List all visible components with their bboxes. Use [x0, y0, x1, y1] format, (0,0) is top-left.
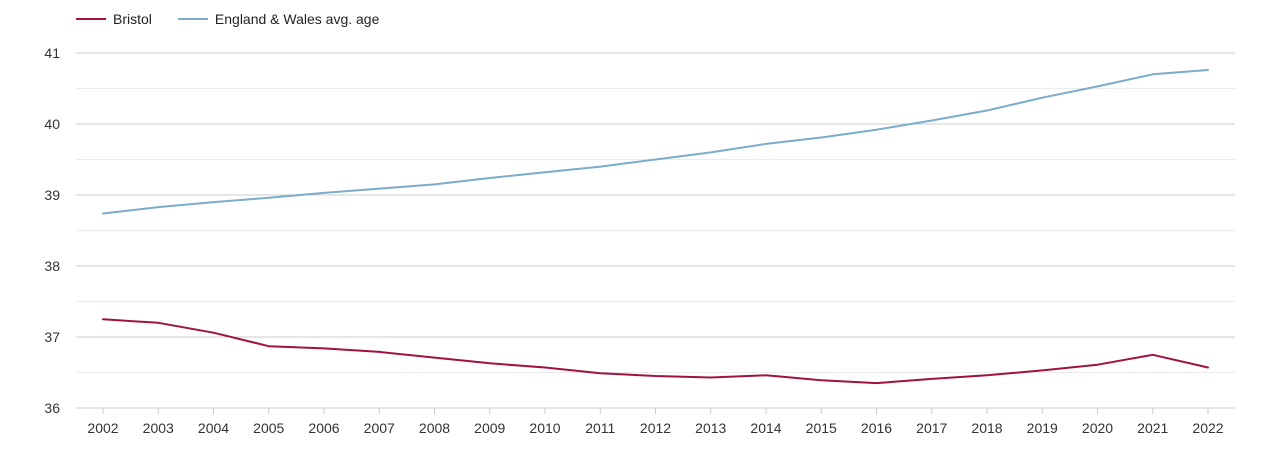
y-tick-label: 38 [44, 258, 60, 274]
x-tick-label: 2018 [971, 420, 1002, 436]
x-tick-label: 2022 [1192, 420, 1223, 436]
x-tick-label: 2008 [419, 420, 450, 436]
legend-swatch-bristol [76, 18, 106, 20]
x-tick-label: 2017 [916, 420, 947, 436]
legend-item-england-wales[interactable]: England & Wales avg. age [177, 11, 380, 27]
legend-swatch-england-wales [177, 18, 208, 20]
x-tick-label: 2007 [364, 420, 395, 436]
y-tick-label: 41 [44, 45, 60, 61]
legend-item-bristol[interactable]: Bristol [76, 11, 152, 27]
axes: 36 37 38 39 40 41 2002 2003 2004 2005 2006 2007 2008… [44, 45, 1223, 436]
series-lines [102, 69, 1209, 385]
legend-label-england-wales: England & Wales avg. age [214, 11, 380, 27]
x-tick-label: 2020 [1082, 420, 1113, 436]
x-tick-label: 2016 [861, 420, 892, 436]
chart-legend: Bristol England & Wales avg. age [76, 8, 405, 30]
x-tick-label: 2006 [308, 420, 339, 436]
x-tick-label: 2002 [87, 420, 118, 436]
series-line-bristol [102, 318, 1209, 385]
grid-lines [76, 52, 1235, 409]
y-tick-label: 39 [44, 187, 60, 203]
x-tick-label: 2010 [529, 420, 560, 436]
x-tick-label: 2015 [806, 420, 837, 436]
x-tick-label: 2011 [585, 420, 615, 436]
x-tick-label: 2012 [640, 420, 671, 436]
x-tick-label: 2003 [143, 420, 174, 436]
x-tick-label: 2004 [198, 420, 229, 436]
x-tick-label: 2009 [474, 420, 505, 436]
x-tick-label: 2014 [750, 420, 781, 436]
x-tick-label: 2005 [253, 420, 284, 436]
x-tick-label: 2013 [695, 420, 726, 436]
y-tick-label: 36 [44, 400, 60, 416]
y-tick-label: 40 [44, 116, 60, 132]
y-tick-label: 37 [44, 329, 60, 345]
x-tick-label: 2019 [1027, 420, 1058, 436]
x-tick-label: 2021 [1137, 420, 1168, 436]
legend-label-bristol: Bristol [113, 11, 152, 27]
series-line-england-wales [102, 69, 1209, 215]
